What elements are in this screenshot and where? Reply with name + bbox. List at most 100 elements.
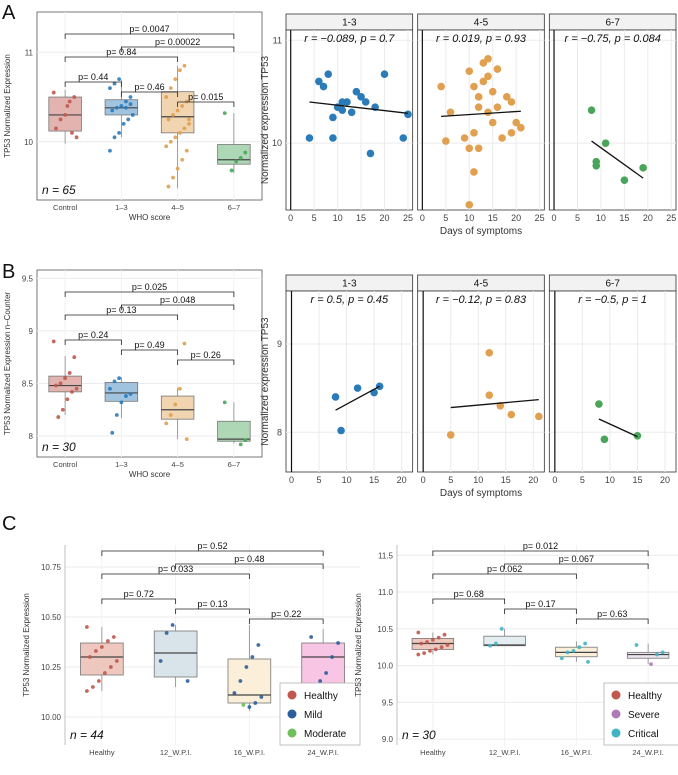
chart-A_box-comparison-bracket [120,91,179,97]
chart-A_box-data-point [67,99,72,104]
chart-C_left-data-point [232,691,237,695]
chart-A_scatter-xtick-label: 20 [511,213,521,223]
chart-C_right-data-point [436,635,441,640]
chart-A_box-data-point [108,148,112,153]
chart-A_box-data-point [126,117,131,122]
chart-A_box-data-point [182,63,187,68]
chart-C_left-category-label: Healthy [89,748,115,757]
chart-B_box-n-label: n = 30 [42,440,76,454]
chart-C_left-data-point [111,635,116,639]
chart-C_left-category-label: 24_W.P.I. [307,748,339,757]
chart-C_left-data-point [185,679,190,683]
chart-C_left-data-point [318,679,323,683]
chart-A_scatter-xtick-label: 15 [356,213,366,223]
chart-A_box-data-point [51,90,56,95]
chart-B_scatter-xtick-label: 15 [632,475,642,485]
chart-B_box-data-point [243,438,248,443]
chart-A_scatter-facet-panel [548,29,677,211]
chart-C_right-ytick-label: 11.0 [378,588,394,597]
chart-A_box-data-point [124,105,128,110]
chart-A_scatter-data-point [493,65,502,73]
chart-C_right-y-axis-title: TP53 Normalized Expression [354,593,363,697]
chart-A_scatter-data-point [484,72,492,81]
chart-C_left-box [80,642,124,676]
chart-B_scatter-data-point [331,393,340,401]
chart-C_left-comparison-bracket [175,608,250,614]
chart-A_box-data-point [184,99,189,104]
chart-C_left-p-value-label: p= 0.22 [271,609,301,619]
chart-B_box-x-axis-title: WHO score [129,470,171,479]
chart-A_scatter-data-point [352,87,361,96]
chart-A_scatter-xtick-label: 10 [596,213,606,223]
chart-C_right-n-label: n = 30 [402,728,436,742]
chart-C_right-data-point [577,645,582,650]
chart-C_right-p-value-label: p= 0.067 [559,554,594,564]
chart-C_right-data-point [493,641,498,646]
chart-B_scatter-data-point [375,382,384,391]
chart-C_left-data-point [250,655,255,659]
chart-B_box-data-point [67,371,72,375]
chart-A_scatter-data-point [399,134,408,142]
chart-C_left-group: 10.00 10.25 10.50 10.75 Healthy 12_W.P.I. 16_W… [22,541,361,757]
chart-C_right-ytick-label: 9.0 [382,735,394,744]
chart-B_box-comparison-bracket [64,314,179,320]
chart-C_left-ytick-label: 10.00 [41,713,62,722]
chart-B_box-data-point [178,386,182,391]
chart-A_scatter-data-point [357,93,365,101]
chart-A_box-data-point [168,139,173,144]
chart-B_scatter-regression-line [598,418,638,438]
chart-A_box-n-label: n = 65 [42,183,76,197]
chart-A_box-data-point [178,130,182,135]
chart-A_box-data-point [187,117,191,122]
chart-A_scatter-xtick-label: 25 [666,213,676,223]
chart-A_scatter-facet-panel [285,29,414,211]
chart-C_right-data-point [439,645,444,650]
chart-C_right-data-point [430,637,435,642]
chart-C_right-data-point [428,648,432,653]
chart-A_scatter-data-point [315,77,323,86]
chart-A_scatter-data-point [484,108,492,117]
chart-C_right-data-point [419,641,424,646]
chart-B_scatter-facet-title: 1-3 [342,279,357,290]
chart-A_box-data-point [173,77,178,82]
chart-A_scatter-xtick-label: 25 [535,213,545,223]
chart-B_box-data-point [128,392,133,396]
chart-A_box-data-point [72,95,77,99]
chart-C_left-data-point [330,655,335,659]
chart-A_box-group: 10 11 Control 1–3 4–5 6–7 p= 0.44 p= 0.46 p= 0.0… [3,11,263,222]
chart-B_scatter-regression-line [450,398,539,409]
chart-C_right-category-label: 16_W.P.I. [561,748,593,757]
chart-B_scatter-data-point [600,435,609,444]
chart-A_scatter-data-point [479,77,488,86]
chart-C_right-data-point [422,651,427,655]
chart-A_scatter-data-point [343,98,351,106]
chart-C_right-group: 9.0 9.5 10.0 10.5 11.0 11.5 Healthy 12_W.P.I. 16… [354,541,678,757]
chart-A_box-data-point [229,168,234,173]
chart-B_scatter-data-point [595,400,603,408]
chart-B_box-data-point [58,381,63,386]
chart-A_box-comparison-bracket [120,46,235,52]
chart-A_scatter-correlation-stat: r = −0.75, p = 0.084 [565,33,661,45]
chart-A_box-category-label: 4–5 [171,203,184,212]
chart-C_left-comparison-bracket [101,598,177,604]
chart-B_scatter-xtick-label: 5 [580,475,585,485]
panel-label-a: A [2,2,16,24]
chart-A_scatter-data-point [442,137,450,145]
chart-C_right-box [626,651,670,659]
chart-B_box-data-point [112,379,117,384]
chart-A_scatter-ytick-label: 10 [272,138,282,148]
chart-B_box-data-point [168,413,173,417]
chart-C_left-data-point [85,625,89,629]
chart-C_right-legend-label: Severe [628,710,660,721]
chart-B_scatter-data-point [337,426,345,435]
chart-B_box-p-value-label: p= 0.24 [78,330,108,340]
chart-A_box-comparison-bracket [177,101,235,107]
chart-C_left-data-point [336,641,340,645]
panel-label-b: B [2,261,15,283]
chart-B_box-ytick-label: 9 [29,327,34,336]
chart-A_scatter-xtick-label: 15 [619,213,629,223]
chart-C_right-ytick-label: 10.0 [377,662,393,671]
chart-B_box-data-point [124,394,128,398]
chart-C_right-p-value-label: p= 0.012 [523,541,558,551]
chart-C_right-data-point [442,632,447,637]
